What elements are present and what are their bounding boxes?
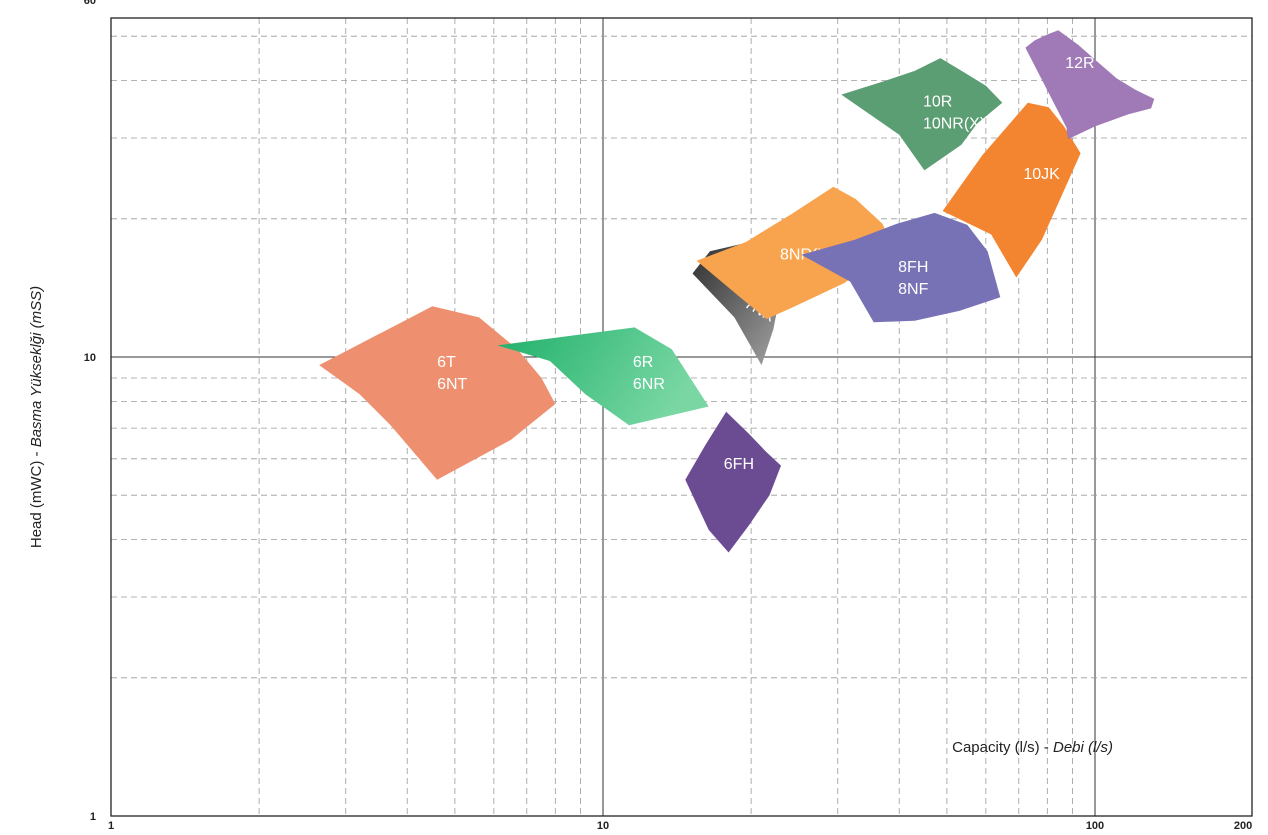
x-axis-title: Capacity (l/s) - Debi (l/s) <box>952 739 1113 756</box>
zone-label-6fh: 6FH <box>724 456 754 473</box>
y-axis-title: Head (mWC) - Basma Yükseklği (mSS) <box>28 286 45 548</box>
zone-label-8fh-8nf: 8FH 8NF <box>898 259 928 298</box>
zone-label-6r-6nr: 6R 6NR <box>633 354 665 393</box>
zone-12r <box>1025 30 1155 140</box>
x-tick-label: 200 <box>1234 820 1252 832</box>
zone-10jk <box>942 102 1081 278</box>
y-tick-label: 60 <box>84 0 96 7</box>
plot-area-frame <box>110 17 1253 817</box>
zone-8fh-8nf <box>801 212 1001 323</box>
zone-6fh <box>685 411 781 553</box>
axis-ticks: 1 10 100 200 1 10 60 <box>84 0 1253 832</box>
x-tick-label: 100 <box>1086 820 1104 832</box>
x-tick-label: 10 <box>597 820 609 832</box>
zone-8nr-x <box>696 186 893 319</box>
zone-label-10jk: 10JK <box>1023 166 1060 183</box>
x-tick-label: 1 <box>108 820 114 832</box>
zone-6r-6nr <box>497 327 709 426</box>
zone-label-10r-10nr-x: 10R 10NR(X) <box>923 94 985 133</box>
y-tick-label: 1 <box>90 811 96 823</box>
y-tick-label: 10 <box>84 352 96 364</box>
grid-lines <box>111 18 1252 816</box>
pump-zones: 7NR6T6NT6R6NR6FH8NR(X)8FH8NF10R10NR(X)10… <box>319 30 1155 553</box>
zone-label-12r: 12R <box>1065 55 1094 72</box>
zone-10r-10nr-x <box>841 58 1003 171</box>
zone-6t-6nt <box>319 306 556 480</box>
zone-label-6t-6nt: 6T 6NT <box>437 354 467 393</box>
